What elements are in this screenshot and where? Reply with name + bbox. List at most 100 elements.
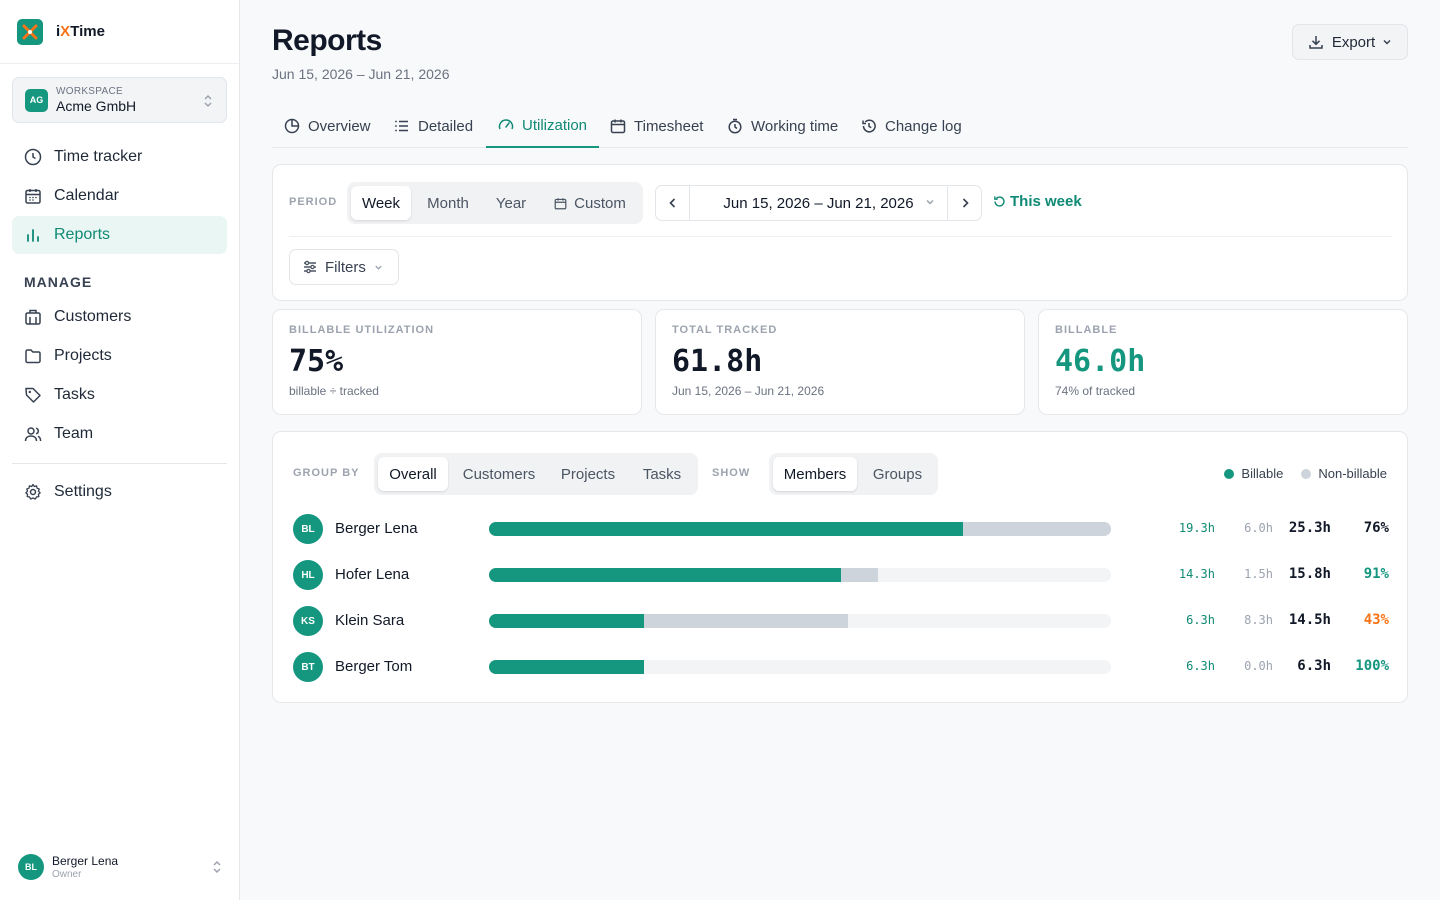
tab-detailed[interactable]: Detailed <box>382 104 485 148</box>
app-logo[interactable]: iXTime <box>0 0 239 64</box>
member-row[interactable]: KS Klein Sara 6.3h 8.3h 14.5h 43% <box>293 605 1389 637</box>
building-icon <box>24 308 42 326</box>
period-custom-label: Custom <box>574 194 626 212</box>
group-by-projects-button[interactable]: Projects <box>560 465 616 483</box>
legend-swatch <box>1301 468 1312 479</box>
nav-reports[interactable]: Reports <box>12 216 227 254</box>
group-by-overall-button[interactable]: Overall <box>378 457 448 491</box>
nav-label: Team <box>54 425 94 442</box>
non-billable-hours: 0.0h <box>1244 659 1273 673</box>
stat-caption: 74% of tracked <box>1055 384 1136 398</box>
legend-label: Non-billable <box>1318 466 1387 481</box>
previous-period-button[interactable] <box>656 186 689 220</box>
stopwatch-icon <box>727 118 743 134</box>
tab-change-log[interactable]: Change log <box>849 104 974 148</box>
utilization-percent: 76% <box>1363 520 1389 536</box>
filters-button[interactable]: Filters <box>289 249 399 285</box>
period-year-button[interactable]: Year <box>495 194 527 212</box>
nav-tasks[interactable]: Tasks <box>12 376 227 414</box>
this-week-button[interactable]: This week <box>993 193 1082 210</box>
legend-swatch <box>1224 468 1235 479</box>
member-name: Berger Tom <box>335 658 413 675</box>
utilization-percent: 43% <box>1363 612 1389 628</box>
stat-billable-utilization: BILLABLE UTILIZATION 75% billable ÷ trac… <box>272 309 642 415</box>
utilization-panel: GROUP BY Overall Customers Projects Task… <box>272 431 1408 703</box>
nav-label: Calendar <box>54 187 119 204</box>
total-hours: 15.8h <box>1288 566 1331 582</box>
nav-label: Settings <box>54 483 112 500</box>
chevron-up-down-icon <box>211 859 223 875</box>
stat-value: 75% <box>289 344 344 379</box>
sliders-icon <box>303 260 325 274</box>
utilization-bar <box>489 660 1111 674</box>
tag-icon <box>24 386 42 404</box>
app-name: iXTime <box>56 23 105 40</box>
date-range-picker[interactable]: Jun 15, 2026 – Jun 21, 2026 <box>689 186 948 220</box>
nav-label: Customers <box>54 308 132 325</box>
tab-overview[interactable]: Overview <box>272 104 383 148</box>
gauge-icon <box>498 117 514 133</box>
date-range-label: Jun 15, 2026 – Jun 21, 2026 <box>723 194 914 212</box>
avatar: BL <box>18 854 44 880</box>
export-button[interactable]: Export <box>1292 24 1408 60</box>
tab-label: Working time <box>751 117 839 135</box>
tab-label: Detailed <box>418 117 474 135</box>
group-by-label: GROUP BY <box>293 467 360 479</box>
member-row[interactable]: HL Hofer Lena 14.3h 1.5h 15.8h 91% <box>293 559 1389 591</box>
billable-hours: 6.3h <box>1186 613 1215 627</box>
nav-customers[interactable]: Customers <box>12 298 227 336</box>
member-name: Klein Sara <box>335 612 405 629</box>
avatar: BT <box>293 652 323 682</box>
bar-billable-segment <box>489 660 644 674</box>
chevron-left-icon <box>668 197 678 209</box>
workspace-switcher[interactable]: AG WORKSPACE Acme GmbH <box>12 77 227 123</box>
show-members-button[interactable]: Members <box>773 457 857 491</box>
nav-calendar[interactable]: Calendar <box>12 177 227 215</box>
period-month-button[interactable]: Month <box>427 194 469 212</box>
date-range-navigator: Jun 15, 2026 – Jun 21, 2026 <box>655 185 982 221</box>
group-by-selector: Overall Customers Projects Tasks <box>374 453 698 495</box>
calendar-icon <box>24 187 42 205</box>
period-selector: Week Month Year Custom <box>347 182 643 224</box>
chart-legend: Billable Non-billable <box>1224 466 1387 481</box>
stat-caption: Jun 15, 2026 – Jun 21, 2026 <box>672 384 825 398</box>
group-by-tasks-button[interactable]: Tasks <box>642 465 682 483</box>
users-icon <box>24 425 42 443</box>
download-icon <box>1308 34 1324 50</box>
user-menu[interactable]: BL Berger Lena Owner <box>18 852 223 882</box>
total-hours: 14.5h <box>1288 612 1331 628</box>
stat-value: 61.8h <box>672 344 763 379</box>
nav-projects[interactable]: Projects <box>12 337 227 375</box>
utilization-percent: 100% <box>1355 658 1389 674</box>
avatar: HL <box>293 560 323 590</box>
non-billable-hours: 1.5h <box>1244 567 1273 581</box>
utilization-bar <box>489 568 1111 582</box>
bar-non-billable-segment <box>841 568 878 582</box>
period-week-button[interactable]: Week <box>351 186 411 220</box>
legend-billable: Billable <box>1224 466 1283 481</box>
nav-settings[interactable]: Settings <box>12 473 227 511</box>
workspace-name: Acme GmbH <box>56 97 137 114</box>
period-custom-button[interactable]: Custom <box>541 186 639 220</box>
refresh-icon <box>993 195 1010 208</box>
next-period-button[interactable] <box>948 186 981 220</box>
bar-non-billable-segment <box>644 614 848 628</box>
member-row[interactable]: BT Berger Tom 6.3h 0.0h 6.3h 100% <box>293 651 1389 683</box>
group-by-customers-button[interactable]: Customers <box>462 465 536 483</box>
period-panel: PERIOD Week Month Year Custom Jun 15, 20… <box>272 164 1408 301</box>
nav-team[interactable]: Team <box>12 415 227 453</box>
nav-time-tracker[interactable]: Time tracker <box>12 138 227 176</box>
period-label: PERIOD <box>289 196 338 208</box>
show-groups-button[interactable]: Groups <box>872 465 923 483</box>
this-week-label: This week <box>1010 193 1082 210</box>
divider <box>289 236 1392 237</box>
nav-divider <box>12 463 227 464</box>
chevron-down-icon <box>374 263 391 272</box>
billable-hours: 14.3h <box>1178 567 1215 581</box>
member-row[interactable]: BL Berger Lena 19.3h 6.0h 25.3h 76% <box>293 513 1389 545</box>
tab-working-time[interactable]: Working time <box>715 104 850 148</box>
tab-timesheet[interactable]: Timesheet <box>598 104 715 148</box>
stat-label: BILLABLE <box>1055 324 1118 336</box>
tab-utilization[interactable]: Utilization <box>486 104 600 148</box>
billable-hours: 6.3h <box>1186 659 1215 673</box>
